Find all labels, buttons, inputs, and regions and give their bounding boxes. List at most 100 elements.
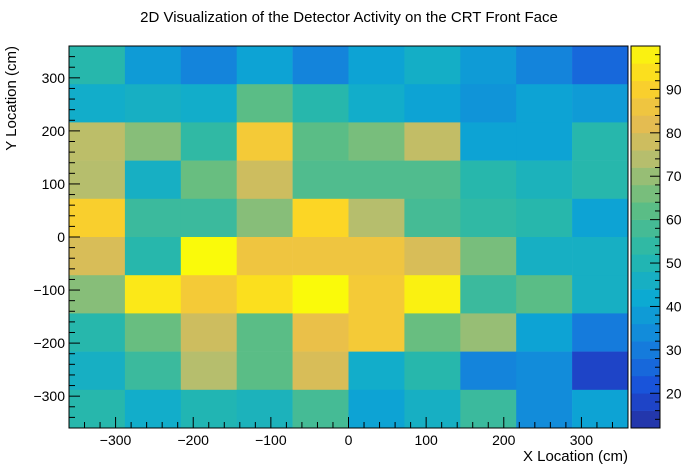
x-tick-label: 0 [345, 432, 353, 448]
colorbar-segment [631, 358, 660, 377]
heatmap-cell [236, 313, 293, 352]
y-tick-label: 300 [42, 70, 66, 86]
heatmap-cell [572, 389, 629, 429]
x-tick-label: 300 [570, 432, 594, 448]
colorbar-tick-label: 50 [666, 255, 682, 271]
heatmap-cell [572, 160, 629, 200]
x-tick-label: −300 [100, 432, 132, 448]
y-axis-label: Y Location (cm) [3, 46, 20, 151]
heatmap-cell [572, 313, 629, 352]
colorbar-tick-label: 60 [666, 212, 682, 228]
colorbar-segment [631, 219, 660, 238]
y-tick-label: −200 [33, 335, 65, 351]
heatmap-cell [69, 46, 126, 85]
heatmap-cell [516, 237, 573, 276]
heatmap-cell [69, 122, 126, 161]
heatmap-cell [292, 389, 349, 429]
heatmap-cell [180, 237, 237, 276]
heatmap-cell [460, 84, 517, 123]
heatmap-cell [180, 313, 237, 352]
heatmap-cell [292, 122, 349, 161]
y-tick-label: −100 [33, 282, 65, 298]
x-tick-label: 100 [414, 432, 438, 448]
heatmap-cell [404, 313, 461, 352]
heatmap-cell [460, 237, 517, 276]
heatmap-cell [236, 237, 293, 276]
y-tick-label: −300 [33, 388, 65, 404]
heatmap-cell [236, 389, 293, 429]
heatmap-cell [516, 275, 573, 314]
x-tick-label: −200 [177, 432, 209, 448]
colorbar-segment [631, 80, 660, 99]
heatmap-cell [124, 84, 182, 123]
heatmap-cell [292, 46, 349, 85]
heatmap-cell [180, 275, 237, 314]
heatmap-cell [516, 313, 573, 352]
heatmap-cell [69, 237, 126, 276]
heatmap-cell [124, 122, 182, 161]
heatmap-cell [516, 389, 573, 429]
heatmap-cell [516, 122, 573, 161]
heatmap-cell [460, 389, 517, 429]
heatmap-cell [292, 275, 349, 314]
heatmap-cell [124, 237, 182, 276]
heatmap-cell [572, 122, 629, 161]
heatmap-cell [348, 237, 405, 276]
heatmap-cell [124, 160, 182, 200]
heatmap-cell [292, 237, 349, 276]
heatmap-cell [348, 313, 405, 352]
heatmap-cell [236, 275, 293, 314]
heatmap-cell [404, 84, 461, 123]
heatmap-cell [69, 313, 126, 352]
heatmap-cell [69, 84, 126, 123]
heatmap-cell [236, 160, 293, 200]
colorbar-segment [631, 254, 660, 273]
heatmap-cell [124, 46, 182, 85]
heatmap-cell [180, 160, 237, 200]
heatmap-cell [69, 160, 126, 200]
y-tick-label: 200 [42, 123, 66, 139]
colorbar-segment [631, 341, 660, 359]
heatmap-cell [69, 389, 126, 429]
heatmap-cell [348, 160, 405, 200]
colorbar-segment [631, 98, 660, 116]
heatmap-cell [180, 122, 237, 161]
heatmap-cell [460, 122, 517, 161]
heatmap-cells [69, 46, 629, 429]
heatmap-cell [460, 160, 517, 200]
heatmap-cell [69, 198, 126, 238]
heatmap-cell [460, 351, 517, 391]
colorbar-tick-label: 90 [666, 81, 682, 97]
heatmap-cell [236, 351, 293, 391]
heatmap-cell [124, 313, 182, 352]
heatmap-cell [292, 313, 349, 352]
colorbar-segment [631, 115, 660, 134]
heatmap-cell [124, 389, 182, 429]
heatmap-cell [236, 122, 293, 161]
colorbar-segment [631, 393, 660, 411]
heatmap-cell [460, 275, 517, 314]
heatmap-cell [572, 198, 629, 238]
heatmap-cell [516, 198, 573, 238]
y-tick-label: 100 [42, 176, 66, 192]
axes: −300 −200 −100 0 100 200 300 −300 −200 −100 0 100 20… [33, 45, 629, 448]
heatmap-cell [516, 160, 573, 200]
heatmap-cell [348, 351, 405, 391]
chart-title: 2D Visualization of the Detector Activit… [140, 9, 558, 26]
heatmap-cell [404, 160, 461, 200]
heatmap-cell [348, 198, 405, 238]
colorbar-tick-label: 20 [666, 385, 682, 401]
colorbar: 20 30 40 50 60 70 80 90 [630, 45, 682, 429]
heatmap-cell [236, 46, 293, 85]
heatmap-cell [572, 351, 629, 391]
colorbar-segment [631, 63, 660, 82]
colorbar-segment [631, 202, 660, 220]
heatmap-cell [292, 160, 349, 200]
heatmap-cell [180, 351, 237, 391]
colorbar-segment [631, 271, 660, 290]
x-axis-label: X Location (cm) [523, 448, 628, 465]
colorbar-segment [631, 306, 660, 325]
x-tick-label: 200 [492, 432, 516, 448]
colorbar-segment [631, 132, 660, 151]
